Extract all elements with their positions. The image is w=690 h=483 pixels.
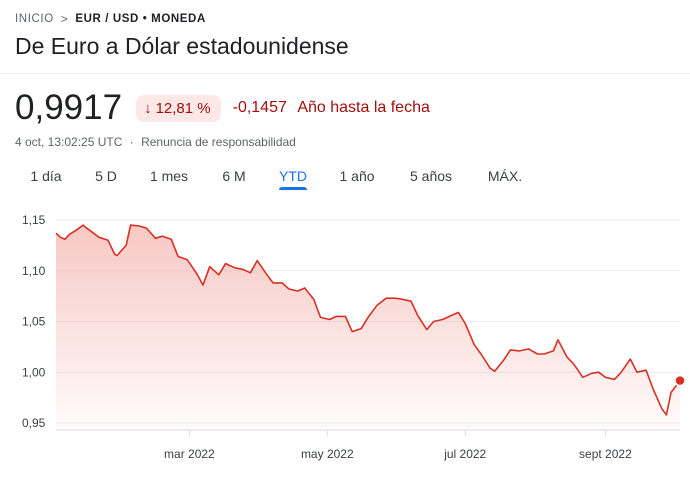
breadcrumb-type: MONEDA bbox=[151, 13, 206, 25]
tab-6-months[interactable]: 6 M bbox=[222, 168, 246, 184]
change-period: Año hasta la fecha bbox=[297, 99, 430, 116]
tab-ytd[interactable]: YTD bbox=[279, 168, 307, 190]
x-tick-label: jul 2022 bbox=[443, 447, 486, 461]
x-tick-label: may 2022 bbox=[301, 447, 354, 461]
x-tick-label: mar 2022 bbox=[164, 447, 215, 461]
last-price-marker bbox=[674, 374, 686, 387]
breadcrumb: INICIO > EUR / USD • MONEDA bbox=[15, 12, 206, 26]
y-tick-label: 1,05 bbox=[22, 315, 46, 329]
change-value: -0,1457 bbox=[232, 99, 287, 116]
tab-1-year[interactable]: 1 año bbox=[339, 168, 375, 184]
disclaimer-link[interactable]: Renuncia de responsabilidad bbox=[141, 135, 296, 149]
quote-meta: 4 oct, 13:02:25 UTC · Renuncia de respon… bbox=[15, 135, 296, 149]
change-percent: 12,81 % bbox=[155, 99, 211, 117]
tab-1-day[interactable]: 1 día bbox=[30, 168, 62, 184]
breadcrumb-pair: EUR / USD bbox=[75, 13, 139, 25]
price-area bbox=[56, 225, 680, 430]
tab-max[interactable]: MÁX. bbox=[487, 168, 523, 184]
x-tick-label: sept 2022 bbox=[579, 447, 632, 461]
arrow-down-icon: ↓ bbox=[144, 99, 152, 117]
change-summary: -0,1457 Año hasta la fecha bbox=[233, 99, 430, 117]
y-tick-label: 1,00 bbox=[22, 365, 46, 379]
tab-5-days[interactable]: 5 D bbox=[95, 168, 117, 184]
current-price: 0,9917 bbox=[15, 88, 123, 127]
tab-5-years[interactable]: 5 años bbox=[409, 168, 453, 184]
price-row: 0,9917 ↓ 12,81 % -0,1457 Año hasta la fe… bbox=[15, 88, 430, 128]
header-divider bbox=[0, 73, 690, 74]
y-tick-label: 1,15 bbox=[22, 213, 46, 227]
price-line bbox=[55, 224, 681, 416]
change-percent-badge: ↓ 12,81 % bbox=[136, 94, 221, 122]
tab-1-month[interactable]: 1 mes bbox=[149, 168, 189, 184]
y-tick-label: 1,10 bbox=[22, 264, 46, 278]
range-tabs: 1 día 5 D 1 mes 6 M YTD 1 año 5 años MÁX… bbox=[0, 168, 690, 196]
breadcrumb-home-link[interactable]: INICIO bbox=[15, 13, 54, 25]
meta-separator: · bbox=[129, 135, 134, 149]
quote-timestamp: 4 oct, 13:02:25 UTC bbox=[15, 135, 123, 149]
breadcrumb-separator-icon: > bbox=[60, 12, 69, 26]
breadcrumb-bullet: • bbox=[142, 13, 148, 25]
breadcrumb-current: EUR / USD • MONEDA bbox=[75, 13, 206, 25]
page-title: De Euro a Dólar estadounidense bbox=[15, 33, 349, 59]
y-tick-label: 0,95 bbox=[22, 416, 46, 430]
price-chart[interactable]: 1,15 1,10 1,05 1,00 0,95 mar 2022 may 2022 jul… bbox=[0, 200, 690, 483]
